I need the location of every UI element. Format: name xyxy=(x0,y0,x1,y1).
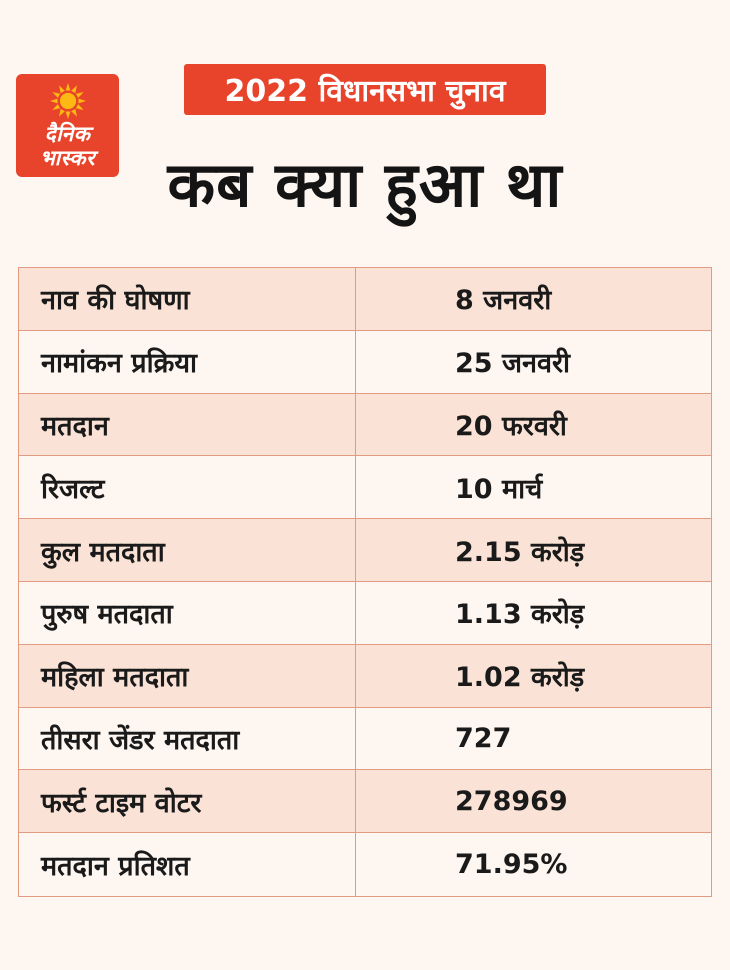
row-value: 8 जनवरी xyxy=(455,285,552,317)
row-value: 25 जनवरी xyxy=(455,348,571,380)
row-value: 278969 xyxy=(455,785,568,817)
row-label: नाव की घोषणा xyxy=(19,268,356,330)
table-row: फर्स्ट टाइम वोटर 278969 xyxy=(19,770,711,834)
logo-text-line1: दैनिक xyxy=(44,121,91,146)
election-year-banner: 2022 विधानसभा चुनाव xyxy=(184,64,546,115)
row-value: 1.02 करोड़ xyxy=(455,662,585,694)
table-row: नाव की घोषणा 8 जनवरी xyxy=(19,268,711,331)
table-row: कुल मतदाता 2.15 करोड़ xyxy=(19,519,711,582)
row-label: कुल मतदाता xyxy=(19,519,356,581)
table-row: मतदान प्रतिशत 71.95% xyxy=(19,833,711,896)
table-row: मतदान 20 फरवरी xyxy=(19,393,711,457)
brand-logo: दैनिक भास्कर xyxy=(16,74,119,177)
table-row: तीसरा जेंडर मतदाता 727 xyxy=(19,707,711,771)
infographic-page: { "logo": { "line1": "दैनिक", "line2": "… xyxy=(0,64,730,970)
row-value: 10 मार्च xyxy=(455,473,543,505)
table-row: रिजल्ट 10 मार्च xyxy=(19,456,711,520)
table-row: नामांकन प्रक्रिया 25 जनवरी xyxy=(19,330,711,394)
row-label: नामांकन प्रक्रिया xyxy=(19,330,356,393)
row-label: रिजल्ट xyxy=(19,456,356,519)
row-label: तीसरा जेंडर मतदाता xyxy=(19,707,356,770)
row-value: 71.95% xyxy=(455,849,568,881)
row-value: 727 xyxy=(455,722,512,754)
row-label: पुरुष मतदाता xyxy=(19,581,356,644)
row-value: 2.15 करोड़ xyxy=(455,536,585,568)
table-row: महिला मतदाता 1.02 करोड़ xyxy=(19,644,711,708)
sun-icon xyxy=(49,82,87,120)
page-title: कब क्या हुआ था xyxy=(167,148,563,221)
row-label: मतदान xyxy=(19,393,356,456)
logo-text-line2: भास्कर xyxy=(39,145,96,170)
election-events-table: नाव की घोषणा 8 जनवरी नामांकन प्रक्रिया 2… xyxy=(18,267,712,897)
row-value: 1.13 करोड़ xyxy=(455,599,585,631)
row-label: महिला मतदाता xyxy=(19,644,356,707)
row-value: 20 फरवरी xyxy=(455,410,567,442)
banner-label: 2022 विधानसभा चुनाव xyxy=(224,74,506,109)
row-label: मतदान प्रतिशत xyxy=(19,833,356,896)
table-row: पुरुष मतदाता 1.13 करोड़ xyxy=(19,581,711,645)
row-label: फर्स्ट टाइम वोटर xyxy=(19,770,356,833)
